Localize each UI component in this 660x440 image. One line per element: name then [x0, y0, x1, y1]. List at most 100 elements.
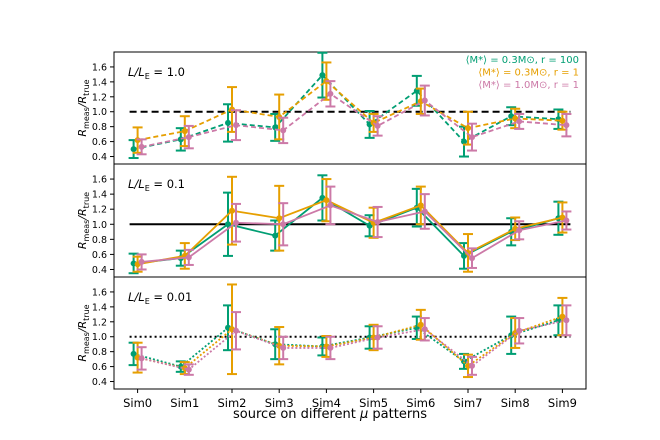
legend-entry: ⟨M*⟩ = 1.0M⊙, r = 1 — [478, 80, 579, 91]
panel-frame — [113, 276, 587, 390]
y-axis-label-sub-num: meas — [82, 107, 91, 129]
data-point — [417, 202, 424, 209]
panels: 0.40.60.81.01.21.41.6 L/LE = 1.00.40.60.8… — [92, 51, 587, 393]
y-axis-label-slash: /R — [76, 208, 89, 220]
panel-label-sub: E — [145, 184, 150, 193]
y-tick-label: 1.6 — [92, 175, 107, 186]
data-point — [229, 207, 235, 214]
y-tick-label: 1.0 — [92, 107, 107, 118]
y-tick-label: 1.2 — [92, 317, 107, 328]
data-point — [465, 249, 471, 256]
y-axis-label-r: R — [76, 129, 89, 137]
y-tick-label: 0.8 — [92, 122, 107, 133]
data-point — [233, 219, 239, 226]
data-point — [469, 362, 475, 369]
panel-label-value: = 1.0 — [150, 65, 185, 79]
legend-entry: ⟨M*⟩ = 0.3M⊙, r = 100 — [466, 55, 579, 66]
series-line — [133, 73, 559, 150]
data-point — [233, 122, 239, 129]
legend: ⟨M*⟩ = 0.3M⊙, r = 100 ⟨M*⟩ = 0.3M⊙, r = 1… — [466, 55, 579, 91]
y-tick-label: 1.6 — [92, 287, 107, 298]
y-axis-label-sub-num: meas — [82, 332, 91, 354]
y-tick-label: 1.0 — [92, 332, 107, 343]
y-axis-label-sub-den: true — [82, 192, 91, 208]
panel-label-sub: E — [145, 297, 150, 306]
x-tick-label: Sim3 — [265, 396, 294, 410]
panel-label-value: = 0.01 — [150, 290, 193, 304]
y-tick-label: 0.6 — [92, 362, 107, 373]
series-line — [141, 319, 567, 371]
data-point — [421, 208, 428, 215]
data-point — [130, 350, 137, 357]
data-point — [138, 355, 145, 362]
data-point — [516, 327, 523, 334]
y-axis-label-sub-den: true — [82, 304, 91, 320]
y-tick-label: 0.6 — [92, 137, 107, 148]
data-point — [469, 134, 475, 141]
data-point — [421, 97, 428, 104]
series-line — [141, 204, 567, 263]
data-point — [185, 134, 192, 141]
x-tick-label: Sim4 — [312, 396, 341, 410]
data-point — [185, 254, 192, 261]
panel-frame — [113, 163, 587, 278]
series-line — [137, 79, 563, 141]
x-axis-label-prefix: source on different — [233, 407, 360, 422]
data-point — [374, 219, 381, 226]
series-line — [141, 92, 567, 148]
y-tick-label: 0.4 — [92, 152, 107, 163]
y-tick-label: 0.4 — [92, 265, 107, 276]
x-tick-label: Sim6 — [406, 396, 435, 410]
data-point — [461, 138, 467, 145]
data-point — [421, 326, 428, 333]
data-point — [276, 215, 283, 222]
data-point — [225, 221, 231, 228]
panel-label-value: = 0.1 — [150, 177, 185, 191]
data-point — [563, 317, 570, 324]
y-tick-label: 1.4 — [92, 77, 107, 88]
data-point — [469, 255, 475, 262]
panel-label-main: L/L — [128, 65, 145, 79]
data-point — [327, 344, 334, 351]
y-axis-label-r: R — [76, 354, 89, 362]
y-tick-label: 1.4 — [92, 302, 107, 313]
series-3 — [136, 185, 572, 271]
series-line — [133, 319, 559, 368]
data-point — [374, 122, 381, 129]
y-axis-label-r: R — [76, 241, 89, 249]
y-tick-label: 1.6 — [92, 62, 107, 73]
y-tick-label: 1.2 — [92, 205, 107, 216]
legend-entry: ⟨M*⟩ = 0.3M⊙, r = 1 — [478, 68, 579, 79]
data-point — [323, 197, 330, 204]
x-tick-label: Sim5 — [359, 396, 388, 410]
x-tick-label: Sim7 — [453, 396, 482, 410]
data-point — [559, 313, 566, 320]
x-axis-label-suffix: patterns — [368, 407, 427, 422]
x-tick-label: Sim2 — [217, 396, 246, 410]
data-point — [177, 136, 184, 143]
x-tick-labels: Sim0 Sim1 Sim2 Sim3 Sim4 Sim5 Sim6 Sim7 Sim8 Sim9 — [123, 396, 577, 410]
y-axis-label: Rmeas/Rtrue — [76, 192, 91, 249]
y-axis-label-sub-num: meas — [82, 220, 91, 242]
y-axis-label-slash: /R — [76, 96, 89, 108]
y-tick-label: 0.4 — [92, 377, 107, 388]
data-point — [563, 122, 570, 129]
panel-label: L/LE = 0.1 — [128, 177, 185, 193]
x-tick-label: Sim0 — [123, 396, 152, 410]
data-point — [516, 118, 523, 125]
y-axis-label: Rmeas/Rtrue — [76, 79, 91, 136]
panel-2: 0.4 0.6 0.8 1.0 1.2 1.4 1.6 L/LE = 0.1 — [92, 163, 587, 281]
y-tick-label: 0.8 — [92, 235, 107, 246]
y-axis-label: Rmeas/Rtrue — [76, 304, 91, 361]
x-axis-label: source on different μ patterns — [233, 407, 427, 422]
data-point — [319, 72, 326, 79]
data-point — [138, 258, 145, 265]
data-point — [465, 125, 471, 132]
data-point — [327, 202, 334, 209]
data-point — [272, 232, 279, 239]
data-point — [233, 327, 239, 334]
panel-label-main: L/L — [128, 177, 145, 191]
panel-label: L/LE = 0.01 — [128, 290, 192, 306]
y-tick-label: 0.8 — [92, 347, 107, 358]
